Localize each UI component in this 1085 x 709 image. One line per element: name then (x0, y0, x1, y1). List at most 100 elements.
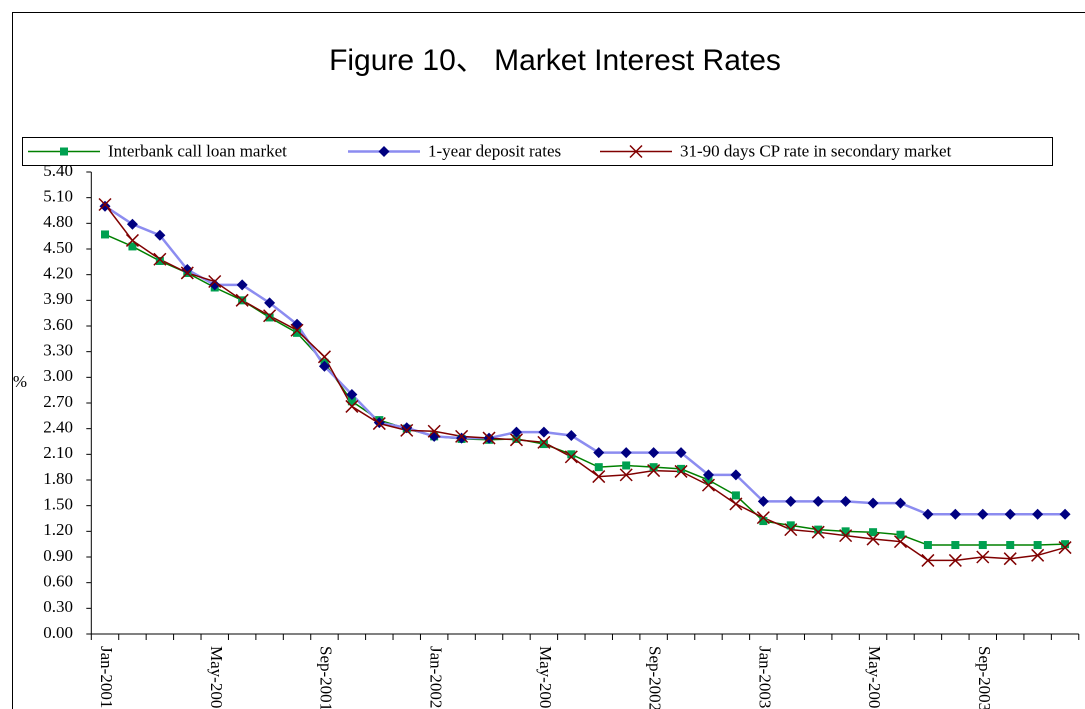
marker (649, 463, 658, 472)
y-tick-label: 0.90 (43, 546, 73, 565)
y-tick-label: 1.80 (43, 469, 73, 488)
marker (619, 468, 633, 482)
y-tick-label: 3.30 (43, 341, 73, 360)
series-line (104, 204, 1066, 562)
x-tick-label: Jan-2002 (426, 646, 445, 708)
marker (923, 541, 932, 550)
marker (866, 532, 880, 546)
marker (976, 550, 990, 564)
x-tick-label: Sep-2002 (646, 646, 665, 709)
marker (756, 511, 770, 525)
marker (567, 450, 576, 459)
chart-title: Figure 10、 Market Interest Rates (329, 44, 781, 77)
marker (1006, 541, 1015, 550)
marker (757, 495, 769, 507)
marker (594, 463, 603, 472)
y-tick-label: 0.60 (43, 572, 73, 591)
marker (263, 309, 277, 323)
marker (1031, 548, 1045, 562)
marker (592, 470, 606, 484)
marker (730, 469, 742, 481)
marker (378, 146, 390, 157)
marker (235, 293, 249, 307)
marker (812, 495, 824, 507)
marker (702, 469, 714, 481)
marker (510, 426, 522, 438)
marker (648, 447, 660, 459)
y-tick-label: 5.40 (43, 161, 73, 180)
marker (840, 495, 852, 507)
marker (894, 497, 906, 509)
marker (401, 422, 413, 434)
x-tick-label: May-2001 (207, 646, 226, 709)
marker (318, 360, 330, 372)
legend-box (22, 137, 1053, 166)
marker (869, 528, 878, 537)
marker (482, 431, 496, 445)
x-tick-label: Sep-2003 (975, 646, 994, 709)
marker (1033, 541, 1042, 550)
marker (759, 517, 768, 526)
y-tick-label: 2.10 (43, 443, 73, 462)
marker (236, 279, 248, 291)
marker (977, 508, 989, 520)
marker (509, 433, 523, 447)
y-tick-label: 3.90 (43, 289, 73, 308)
y-tick-label: 2.40 (43, 418, 73, 437)
marker (264, 297, 276, 309)
marker (346, 388, 358, 400)
marker (456, 432, 468, 444)
marker (949, 508, 961, 520)
marker (701, 478, 716, 492)
marker (674, 464, 688, 478)
marker (921, 553, 935, 567)
marker (372, 417, 386, 431)
marker (729, 497, 743, 511)
marker (593, 447, 605, 459)
marker (99, 200, 111, 212)
marker (565, 430, 577, 442)
marker (400, 423, 414, 437)
marker (811, 525, 825, 539)
marker (538, 426, 550, 438)
marker (347, 397, 356, 406)
y-tick-label: 0.30 (43, 597, 73, 616)
marker (620, 447, 632, 459)
marker (98, 197, 112, 212)
marker (786, 521, 795, 530)
legend: Interbank call loan market 1-year deposit… (28, 141, 952, 160)
marker (867, 497, 879, 509)
marker (153, 252, 167, 266)
marker (1059, 508, 1071, 520)
y-tick-label: 2.70 (43, 392, 73, 411)
marker (784, 523, 798, 537)
marker (455, 429, 469, 443)
marker (675, 447, 687, 459)
series-line (104, 205, 1066, 516)
legend-label: 1-year deposit rates (428, 141, 561, 160)
marker (1032, 508, 1044, 520)
marker (60, 147, 68, 156)
marker (345, 399, 359, 413)
marker (181, 264, 193, 276)
marker (154, 229, 166, 241)
marker (1003, 552, 1017, 566)
marker (208, 274, 222, 289)
marker (647, 464, 661, 478)
marker (896, 530, 905, 539)
x-tick-label: Sep-2001 (317, 646, 336, 709)
legend-label: Interbank call loan market (108, 141, 287, 160)
marker (180, 266, 194, 280)
marker (731, 491, 740, 500)
marker (128, 242, 137, 251)
marker (155, 256, 164, 265)
marker (126, 218, 138, 230)
marker (677, 464, 686, 473)
marker (564, 450, 578, 464)
marker (101, 230, 110, 239)
marker (622, 461, 631, 470)
marker (293, 328, 302, 337)
marker (290, 323, 304, 337)
marker (922, 508, 934, 520)
y-tick-label: 0.00 (43, 623, 73, 642)
